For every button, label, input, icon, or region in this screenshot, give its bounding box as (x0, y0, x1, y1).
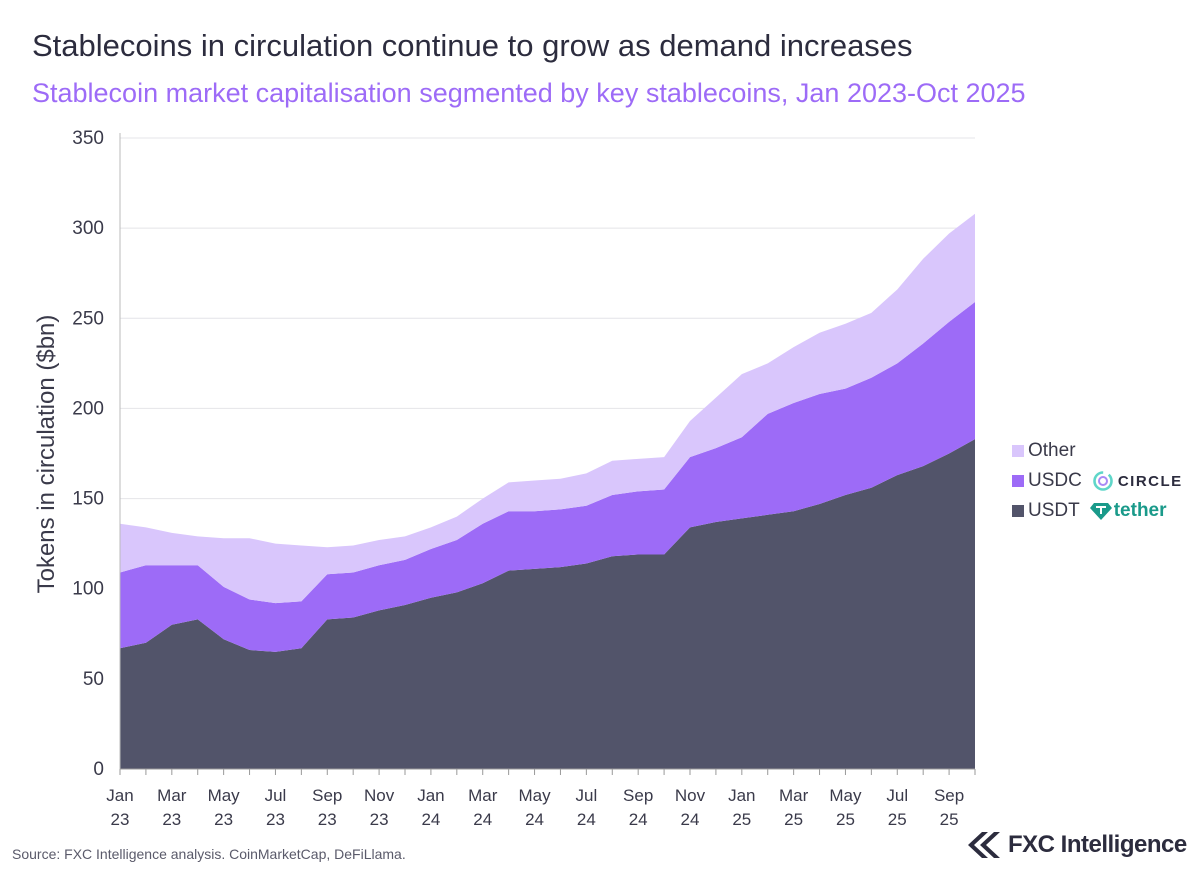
x-tick-label-year: 25 (732, 810, 751, 829)
y-tick-label: 100 (72, 579, 104, 600)
fxc-logo-icon (968, 832, 1000, 858)
tether-logo: tether (1089, 500, 1167, 522)
x-tick-label-year: 23 (266, 810, 285, 829)
y-axis-label: Tokens in circulation ($bn) (33, 315, 60, 594)
legend-item-usdc: USDC CIRCLE (1012, 466, 1183, 496)
chart-subtitle: Stablecoin market capitalisation segment… (32, 78, 1026, 108)
area-usdc (120, 302, 975, 652)
x-tick-label-year: 23 (111, 810, 130, 829)
x-tick-label-year: 24 (421, 810, 440, 829)
legend-swatch-other (1012, 445, 1024, 457)
x-tick-label: Mar (157, 786, 187, 805)
legend-item-usdt: USDT tether (1012, 496, 1183, 526)
x-tick-label-year: 23 (370, 810, 389, 829)
y-tick-label: 150 (72, 489, 104, 510)
x-tick-label: Sep (934, 786, 964, 805)
legend-label-usdt: USDT (1028, 500, 1080, 521)
x-tick-label: May (208, 786, 241, 805)
tether-logo-icon (1089, 503, 1112, 520)
x-tick-label-year: 23 (162, 810, 181, 829)
legend: Other USDC CIRCLE USDT tether (1012, 436, 1183, 526)
y-tick-label: 0 (93, 759, 104, 780)
area-other (120, 213, 975, 604)
y-tick-label: 50 (83, 669, 104, 690)
legend-swatch-usdt (1012, 505, 1024, 517)
x-tick-label: Mar (468, 786, 498, 805)
x-tick-label-year: 24 (473, 810, 492, 829)
circle-logo-icon (1093, 471, 1113, 491)
x-tick-label-year: 25 (940, 810, 959, 829)
x-tick-label: Jan (417, 786, 444, 805)
y-tick-label: 250 (72, 308, 104, 329)
x-tick-label: Sep (623, 786, 653, 805)
x-tick-label: Jul (886, 786, 908, 805)
y-tick-label: 300 (72, 218, 104, 239)
x-tick-label: May (829, 786, 862, 805)
x-tick-label-year: 25 (836, 810, 855, 829)
x-tick-label-year: 24 (525, 810, 544, 829)
x-tick-label: Mar (779, 786, 809, 805)
area-usdt (120, 439, 975, 769)
x-tick-label-year: 24 (577, 810, 596, 829)
x-tick-label-year: 23 (214, 810, 233, 829)
x-tick-label-year: 24 (681, 810, 700, 829)
x-tick-label: Sep (312, 786, 342, 805)
x-tick-label-year: 23 (318, 810, 337, 829)
y-tick-label: 200 (72, 398, 104, 419)
x-tick-label: Jan (728, 786, 755, 805)
x-tick-label: Nov (675, 786, 706, 805)
circle-logo: CIRCLE (1092, 470, 1183, 492)
x-tick-label-year: 25 (784, 810, 803, 829)
legend-label-usdc: USDC (1028, 470, 1082, 491)
x-tick-label: Jan (106, 786, 133, 805)
legend-item-other: Other (1012, 436, 1183, 466)
x-tick-label-year: 24 (629, 810, 648, 829)
x-tick-label: Nov (364, 786, 395, 805)
x-tick-label: Jul (265, 786, 287, 805)
source-note: Source: FXC Intelligence analysis. CoinM… (12, 846, 406, 862)
fxc-logo: FXC Intelligence (966, 830, 1187, 860)
x-tick-label: May (518, 786, 551, 805)
x-tick-label-year: 25 (888, 810, 907, 829)
x-tick-label: Jul (575, 786, 597, 805)
y-tick-label: 350 (72, 128, 104, 149)
legend-label-other: Other (1028, 440, 1076, 461)
chart-title: Stablecoins in circulation continue to g… (32, 28, 913, 63)
legend-swatch-usdc (1012, 475, 1024, 487)
